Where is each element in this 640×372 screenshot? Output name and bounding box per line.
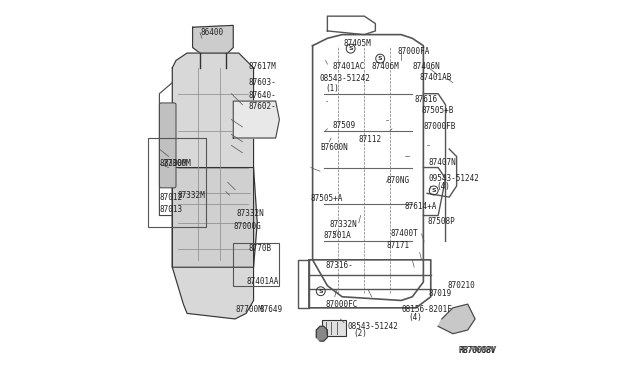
- Text: 87300M: 87300M: [159, 159, 187, 169]
- Text: B7600N: B7600N: [320, 143, 348, 152]
- Text: 08543-51242: 08543-51242: [348, 322, 399, 331]
- Text: S: S: [378, 56, 383, 61]
- Text: 87000FB: 87000FB: [424, 122, 456, 131]
- Text: (2): (2): [353, 329, 367, 338]
- Text: 87332N: 87332N: [329, 220, 357, 229]
- Polygon shape: [172, 53, 253, 319]
- Text: 870210: 870210: [447, 281, 475, 290]
- Text: 87401AC: 87401AC: [333, 61, 365, 71]
- Text: 87603-: 87603-: [248, 78, 276, 87]
- Text: R870008V: R870008V: [458, 346, 495, 355]
- Text: 87300M: 87300M: [163, 159, 191, 169]
- Text: 08156-8201F: 08156-8201F: [401, 305, 452, 314]
- Text: 8770B: 8770B: [248, 244, 271, 253]
- Text: 87406N: 87406N: [412, 61, 440, 71]
- Text: 87640-: 87640-: [248, 91, 276, 100]
- Text: 87000G: 87000G: [233, 222, 261, 231]
- Text: (1): (1): [326, 84, 339, 93]
- Text: (4): (4): [436, 182, 450, 190]
- Text: 87407N: 87407N: [429, 157, 457, 167]
- Text: 87316-: 87316-: [326, 261, 353, 270]
- Text: 87112: 87112: [359, 135, 382, 144]
- Text: 87509: 87509: [333, 121, 356, 129]
- Polygon shape: [233, 101, 280, 138]
- Text: (4): (4): [408, 313, 422, 322]
- Text: 87649: 87649: [259, 305, 282, 314]
- Text: S: S: [319, 289, 323, 294]
- Text: R870008V: R870008V: [460, 346, 497, 355]
- Text: S: S: [348, 46, 353, 51]
- Text: 87505+B: 87505+B: [422, 106, 454, 115]
- Text: 87401AB: 87401AB: [420, 73, 452, 81]
- Text: S: S: [431, 188, 436, 193]
- Text: 87019: 87019: [429, 289, 452, 298]
- Text: 87406M: 87406M: [372, 61, 399, 71]
- Polygon shape: [438, 304, 475, 334]
- Text: 87401AA: 87401AA: [246, 278, 278, 286]
- Text: 87508P: 87508P: [427, 217, 455, 225]
- Text: 870NG: 870NG: [387, 176, 410, 185]
- Text: 87505+A: 87505+A: [311, 195, 343, 203]
- FancyBboxPatch shape: [159, 103, 176, 188]
- Text: 87400T: 87400T: [390, 230, 418, 238]
- Text: 87700M: 87700M: [235, 305, 263, 314]
- Text: 86400: 86400: [200, 28, 223, 37]
- Polygon shape: [193, 25, 233, 53]
- Text: 87501A: 87501A: [324, 231, 351, 240]
- Text: 87332N: 87332N: [237, 209, 265, 218]
- Text: 09543-51242: 09543-51242: [429, 174, 480, 183]
- Text: 08543-51242: 08543-51242: [320, 74, 371, 83]
- Text: 87000FA: 87000FA: [397, 47, 430, 56]
- Polygon shape: [172, 167, 257, 267]
- Text: 87614+A: 87614+A: [405, 202, 437, 211]
- Text: 87616: 87616: [414, 95, 437, 104]
- Text: 87617M: 87617M: [248, 61, 276, 71]
- Text: 87405M: 87405M: [344, 39, 372, 48]
- Text: 87602-: 87602-: [248, 102, 276, 111]
- Text: 87000FC: 87000FC: [326, 300, 358, 309]
- Text: 87171: 87171: [387, 241, 410, 250]
- Text: 87012: 87012: [159, 193, 182, 202]
- Text: 87013: 87013: [159, 205, 182, 215]
- FancyBboxPatch shape: [322, 320, 346, 336]
- Polygon shape: [316, 326, 328, 341]
- Text: 87332M: 87332M: [178, 191, 205, 200]
